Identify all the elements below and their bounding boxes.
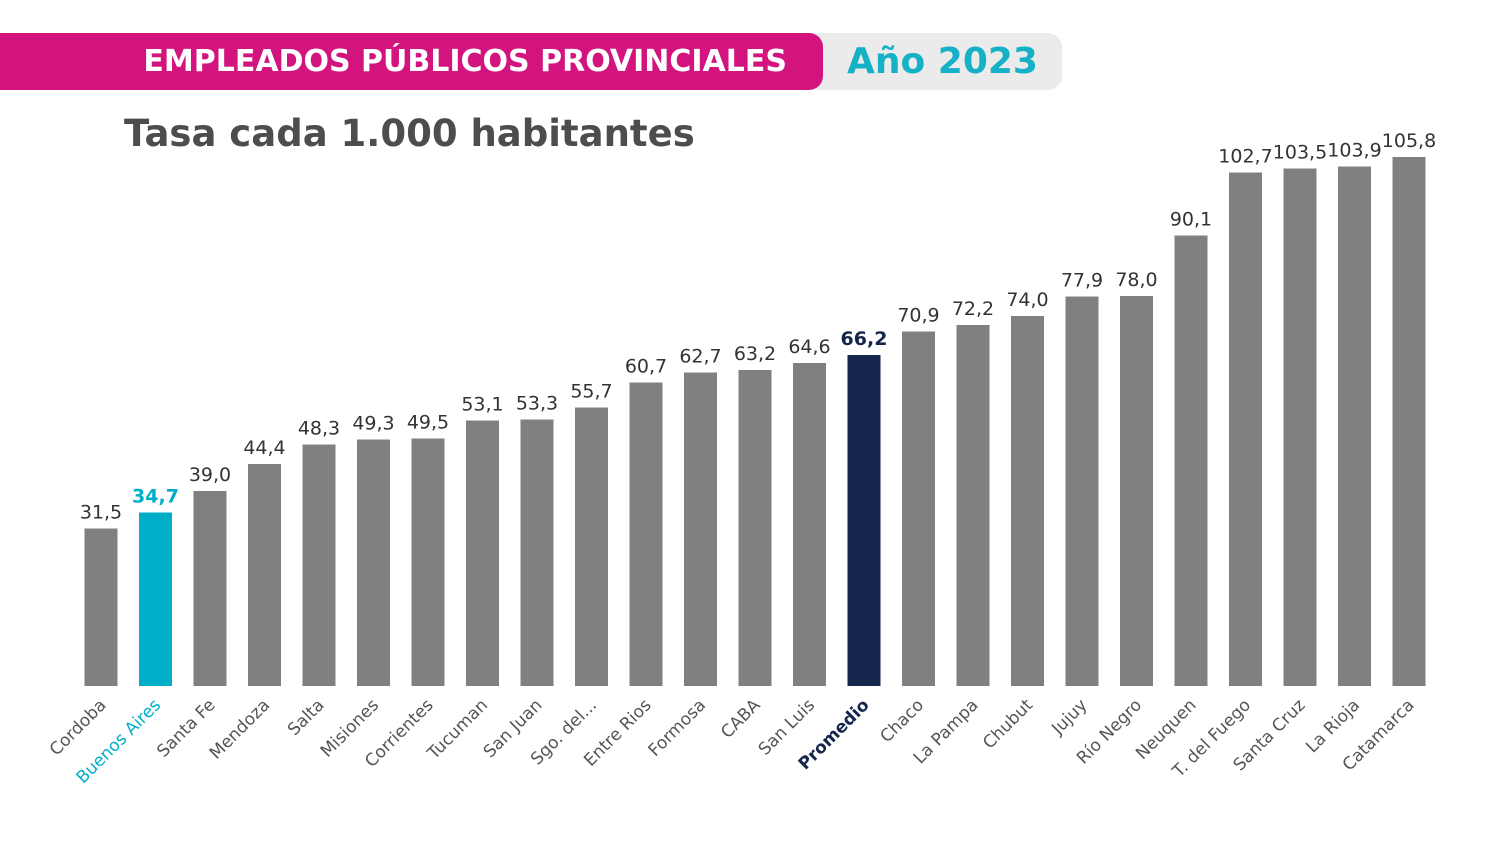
bar-20	[1174, 235, 1208, 686]
header-title-banner: EMPLEADOS PÚBLICOS PROVINCIALES	[0, 33, 823, 90]
value-label-23: 103,9	[1327, 140, 1381, 162]
bar-16	[956, 325, 990, 686]
category-label-18: Jujuy	[1047, 695, 1091, 739]
value-label-7: 53,1	[461, 394, 503, 416]
bar-17	[1011, 316, 1044, 686]
bar-5	[357, 439, 390, 686]
value-label-14: 66,2	[841, 328, 888, 350]
value-label-9: 55,7	[570, 381, 612, 403]
bar-3	[248, 464, 281, 686]
value-label-12: 63,2	[734, 343, 776, 365]
value-label-16: 72,2	[952, 298, 994, 320]
bar-12	[738, 370, 772, 686]
value-label-5: 49,3	[352, 413, 394, 435]
value-label-19: 78,0	[1115, 269, 1157, 291]
value-label-10: 60,7	[625, 356, 667, 378]
bar-23	[1338, 166, 1371, 686]
category-label-4: Salta	[284, 695, 329, 740]
category-label-12: CABA	[717, 695, 764, 742]
value-label-15: 70,9	[897, 305, 939, 327]
value-label-6: 49,5	[407, 412, 449, 434]
bar-10	[629, 382, 663, 686]
bar-1	[139, 512, 172, 686]
header-year: Año 2023	[847, 41, 1038, 82]
value-label-18: 77,9	[1061, 270, 1103, 292]
value-label-8: 53,3	[516, 393, 558, 415]
bar-4	[302, 444, 336, 686]
bar-15	[902, 331, 935, 686]
value-label-4: 48,3	[298, 418, 340, 440]
bar-18	[1065, 296, 1099, 686]
chart-title: Tasa cada 1.000 habitantes	[124, 112, 695, 155]
value-label-17: 74,0	[1006, 289, 1048, 311]
bar-0	[84, 528, 118, 686]
bar-8	[520, 419, 554, 686]
value-label-20: 90,1	[1170, 209, 1212, 231]
bar-6	[411, 438, 445, 686]
bar-24	[1392, 157, 1426, 686]
value-label-21: 102,7	[1218, 146, 1272, 168]
header-title: EMPLEADOS PÚBLICOS PROVINCIALES	[143, 44, 787, 79]
bar-19	[1120, 296, 1153, 686]
value-label-0: 31,5	[80, 502, 122, 524]
value-label-22: 103,5	[1273, 142, 1327, 164]
category-label-15: Chaco	[877, 695, 928, 746]
bar-22	[1283, 168, 1317, 686]
value-label-13: 64,6	[788, 336, 830, 358]
category-label-17: Chubut	[979, 695, 1037, 753]
bar-11	[684, 372, 717, 686]
value-label-1: 34,7	[132, 486, 179, 508]
bar-2	[193, 491, 227, 686]
category-label-3: Mendoza	[206, 695, 274, 763]
bar-9	[575, 407, 608, 686]
value-label-3: 44,4	[243, 437, 285, 459]
bar-13	[793, 363, 826, 686]
value-label-2: 39,0	[189, 464, 231, 486]
bar-21	[1229, 172, 1262, 686]
category-label-11: Formosa	[645, 695, 710, 760]
bar-14	[847, 355, 881, 686]
bar-7	[466, 420, 499, 686]
value-label-24: 105,8	[1382, 130, 1436, 152]
value-label-11: 62,7	[679, 346, 721, 368]
